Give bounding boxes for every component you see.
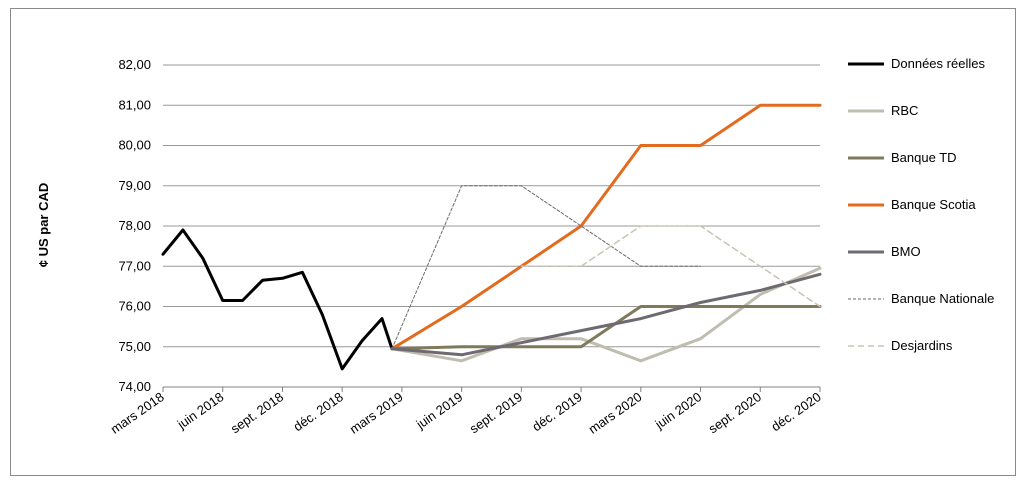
- x-axis-ticks: mars 2018 juin 2018 sept. 2018 déc. 2018 mar…: [108, 387, 824, 437]
- x-tick-label: juin 2020: [652, 389, 705, 432]
- legend-label-rbc: RBC: [891, 103, 918, 118]
- series-line-bmo: [390, 272, 822, 357]
- x-tick-label: mars 2018: [108, 389, 167, 437]
- gridlines: [163, 64, 820, 388]
- y-tick-label: 78,00: [118, 218, 151, 233]
- x-tick-label: mars 2020: [586, 389, 645, 437]
- series-line-donnees-reelles: [161, 228, 394, 371]
- y-tick-label: 82,00: [118, 57, 151, 72]
- y-tick-label: 81,00: [118, 97, 151, 112]
- y-tick-label: 77,00: [118, 258, 151, 273]
- legend-label-banque-nationale: Banque Nationale: [891, 291, 994, 306]
- legend-label-desjardins: Desjardins: [891, 338, 953, 353]
- x-tick-label: mars 2019: [347, 389, 406, 437]
- legend: Données réelles RBC Banque TD Banque Scotia…: [848, 56, 994, 353]
- x-tick-label: déc. 2020: [768, 389, 823, 434]
- y-axis-ticks: 74,00 75,00 76,00 77,00 78,00 79,00 80,00 81,00…: [118, 57, 151, 394]
- series-line-banque-nationale: [391, 185, 701, 350]
- legend-label-banque-td: Banque TD: [891, 150, 957, 165]
- legend-label-banque-scotia: Banque Scotia: [891, 197, 976, 212]
- y-axis-label: ¢ US par CAD: [36, 183, 51, 268]
- legend-label-bmo: BMO: [891, 244, 921, 259]
- x-tick-label: sept. 2020: [706, 389, 764, 436]
- chart-frame: [10, 8, 1016, 476]
- y-tick-label: 76,00: [118, 299, 151, 314]
- x-tick-label: sept. 2018: [228, 389, 286, 436]
- x-tick-label: juin 2018: [174, 389, 227, 432]
- series-line-banque-scotia: [390, 103, 822, 351]
- legend-label-donnees-reelles: Données réelles: [891, 56, 985, 71]
- y-tick-label: 75,00: [118, 339, 151, 354]
- series-lines: [161, 103, 822, 371]
- y-tick-label: 80,00: [118, 138, 151, 153]
- x-tick-label: déc. 2018: [291, 389, 346, 434]
- y-tick-label: 79,00: [118, 178, 151, 193]
- y-tick-label: 74,00: [118, 379, 151, 394]
- series-line-banque-td: [390, 305, 822, 351]
- x-tick-label: déc. 2019: [529, 389, 584, 434]
- x-tick-label: juin 2019: [413, 389, 466, 432]
- x-tick-label: sept. 2019: [467, 389, 525, 436]
- series-line-rbc: [390, 266, 822, 363]
- series-line-desjardins: [520, 225, 821, 308]
